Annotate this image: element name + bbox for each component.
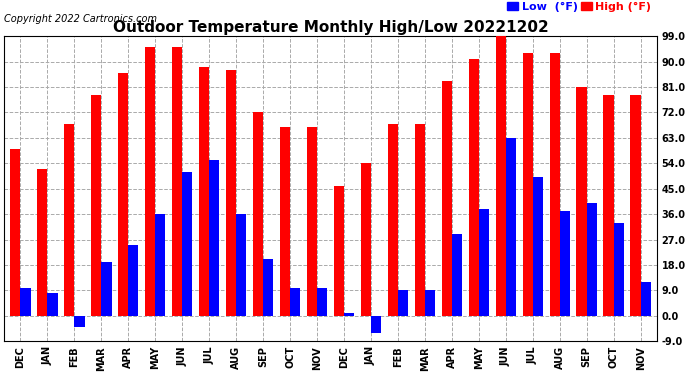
Bar bbox=[549, 53, 560, 316]
Bar bbox=[226, 70, 236, 316]
Bar bbox=[10, 149, 20, 316]
Bar bbox=[533, 177, 543, 316]
Bar bbox=[118, 73, 128, 316]
Bar bbox=[586, 203, 597, 316]
Bar bbox=[334, 186, 344, 316]
Bar bbox=[37, 169, 48, 316]
Bar bbox=[263, 260, 273, 316]
Bar bbox=[253, 112, 263, 316]
Bar bbox=[172, 48, 182, 316]
Bar bbox=[290, 288, 300, 316]
Bar bbox=[398, 291, 408, 316]
Bar bbox=[145, 48, 155, 316]
Bar bbox=[641, 282, 651, 316]
Bar bbox=[128, 245, 139, 316]
Bar bbox=[91, 96, 101, 316]
Bar bbox=[182, 172, 193, 316]
Bar bbox=[576, 87, 586, 316]
Bar bbox=[506, 138, 516, 316]
Bar bbox=[560, 211, 570, 316]
Bar bbox=[101, 262, 112, 316]
Bar bbox=[371, 316, 381, 333]
Bar bbox=[479, 209, 489, 316]
Bar bbox=[631, 96, 641, 316]
Bar bbox=[280, 127, 290, 316]
Bar bbox=[442, 81, 452, 316]
Bar bbox=[388, 124, 398, 316]
Bar bbox=[155, 214, 166, 316]
Bar bbox=[20, 288, 30, 316]
Bar bbox=[452, 234, 462, 316]
Bar bbox=[75, 316, 85, 327]
Bar bbox=[361, 164, 371, 316]
Legend: Low  (°F), High (°F): Low (°F), High (°F) bbox=[507, 2, 651, 12]
Bar bbox=[425, 291, 435, 316]
Bar bbox=[307, 127, 317, 316]
Bar bbox=[199, 67, 209, 316]
Bar bbox=[344, 313, 354, 316]
Bar bbox=[48, 293, 57, 316]
Bar bbox=[495, 36, 506, 316]
Bar bbox=[317, 288, 327, 316]
Bar bbox=[415, 124, 425, 316]
Text: Copyright 2022 Cartronics.com: Copyright 2022 Cartronics.com bbox=[4, 14, 157, 24]
Bar bbox=[604, 96, 613, 316]
Bar bbox=[522, 53, 533, 316]
Bar bbox=[613, 223, 624, 316]
Bar bbox=[236, 214, 246, 316]
Bar bbox=[469, 59, 479, 316]
Bar bbox=[64, 124, 75, 316]
Title: Outdoor Temperature Monthly High/Low 20221202: Outdoor Temperature Monthly High/Low 202… bbox=[112, 20, 549, 35]
Bar bbox=[209, 160, 219, 316]
